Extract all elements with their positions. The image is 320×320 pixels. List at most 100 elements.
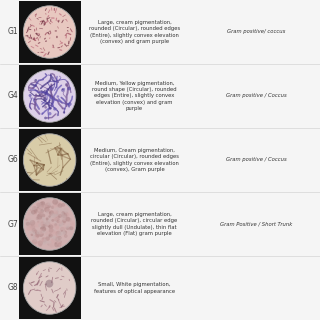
Circle shape [54, 225, 60, 230]
Circle shape [52, 201, 54, 203]
Circle shape [39, 211, 44, 216]
Text: G8: G8 [8, 284, 19, 292]
Circle shape [65, 230, 67, 233]
Circle shape [43, 241, 46, 245]
Circle shape [49, 108, 51, 110]
Circle shape [32, 228, 36, 232]
Text: Small, White pigmentation,
features of optical appearance: Small, White pigmentation, features of o… [94, 282, 175, 294]
Circle shape [35, 231, 39, 236]
Circle shape [41, 201, 45, 206]
Circle shape [47, 244, 50, 245]
Circle shape [60, 222, 62, 224]
Circle shape [54, 212, 59, 216]
Circle shape [40, 97, 42, 99]
Circle shape [47, 209, 52, 214]
Circle shape [41, 205, 44, 207]
Circle shape [48, 225, 51, 228]
Circle shape [30, 225, 35, 229]
Circle shape [44, 240, 48, 244]
Circle shape [58, 203, 62, 208]
Circle shape [57, 243, 61, 247]
Circle shape [42, 230, 45, 234]
Circle shape [49, 236, 52, 239]
Circle shape [61, 230, 66, 235]
Circle shape [58, 240, 62, 244]
Circle shape [51, 238, 56, 243]
Text: G1: G1 [8, 28, 19, 36]
Circle shape [47, 205, 51, 208]
Circle shape [38, 209, 41, 212]
Circle shape [47, 89, 49, 90]
Circle shape [49, 229, 52, 233]
Circle shape [36, 231, 41, 236]
Circle shape [35, 241, 40, 247]
Circle shape [40, 234, 42, 236]
Circle shape [24, 222, 29, 228]
Text: Gram positive / Coccus: Gram positive / Coccus [226, 157, 286, 163]
Circle shape [54, 242, 57, 244]
Circle shape [36, 217, 39, 220]
Circle shape [52, 236, 58, 242]
Circle shape [52, 213, 57, 218]
Circle shape [62, 108, 63, 109]
Text: Gram positive / Coccus: Gram positive / Coccus [226, 93, 286, 99]
Circle shape [47, 241, 52, 246]
Circle shape [41, 221, 45, 226]
Circle shape [36, 205, 41, 210]
Circle shape [31, 230, 35, 234]
Circle shape [45, 203, 51, 208]
Circle shape [25, 220, 31, 226]
Circle shape [42, 222, 47, 227]
Circle shape [49, 87, 53, 91]
Circle shape [70, 221, 75, 226]
Circle shape [46, 208, 50, 212]
Circle shape [33, 232, 36, 235]
Circle shape [56, 216, 59, 218]
Circle shape [67, 218, 72, 222]
Circle shape [62, 88, 65, 91]
Circle shape [55, 236, 60, 242]
FancyBboxPatch shape [19, 257, 81, 319]
Circle shape [61, 203, 65, 207]
Circle shape [57, 220, 60, 223]
Circle shape [63, 111, 65, 114]
Circle shape [38, 230, 43, 235]
Circle shape [44, 91, 48, 94]
Circle shape [55, 221, 57, 223]
Circle shape [38, 224, 41, 227]
FancyBboxPatch shape [19, 129, 81, 191]
Circle shape [61, 211, 65, 215]
Circle shape [36, 230, 41, 235]
Circle shape [41, 217, 44, 220]
Circle shape [62, 219, 66, 223]
Circle shape [59, 221, 63, 226]
Circle shape [59, 224, 61, 226]
Circle shape [34, 212, 37, 215]
Circle shape [49, 211, 51, 213]
Circle shape [39, 203, 43, 207]
Circle shape [55, 211, 60, 216]
Circle shape [48, 233, 53, 238]
Circle shape [46, 217, 49, 220]
Circle shape [34, 241, 36, 243]
Circle shape [70, 228, 73, 231]
Circle shape [64, 234, 68, 238]
Circle shape [37, 240, 43, 246]
Circle shape [29, 231, 31, 234]
Circle shape [46, 217, 51, 222]
Circle shape [53, 107, 56, 111]
Circle shape [45, 231, 51, 236]
Circle shape [48, 215, 51, 218]
Circle shape [50, 232, 55, 237]
Circle shape [30, 97, 31, 99]
Circle shape [57, 95, 59, 98]
Circle shape [38, 204, 44, 210]
Circle shape [38, 231, 44, 237]
Circle shape [60, 210, 65, 214]
Circle shape [70, 223, 75, 227]
Circle shape [55, 214, 58, 217]
Circle shape [40, 226, 46, 232]
Circle shape [67, 227, 70, 230]
Circle shape [68, 102, 72, 106]
Circle shape [37, 208, 42, 214]
